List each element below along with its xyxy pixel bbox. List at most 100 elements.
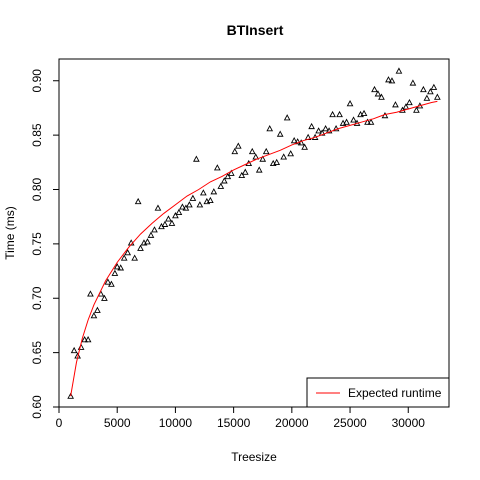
data-point: [206, 196, 214, 204]
data-point: [420, 85, 427, 93]
data-point: [200, 189, 207, 196]
data-point: [248, 147, 256, 155]
data-point: [434, 93, 441, 100]
data-point: [196, 201, 204, 208]
data-point: [255, 166, 263, 173]
data-point: [423, 94, 431, 101]
data-point: [343, 118, 350, 125]
data-point: [259, 155, 267, 162]
data-point: [67, 392, 74, 399]
data-point: [238, 171, 246, 179]
data-point: [297, 139, 305, 146]
data-point: [108, 280, 115, 287]
data-point: [287, 150, 295, 157]
data-point: [378, 93, 385, 100]
data-point: [283, 114, 291, 121]
x-tick-label: 10000: [159, 416, 193, 430]
data-point: [308, 122, 315, 130]
x-tick-label: 20000: [275, 416, 309, 430]
data-point: [151, 226, 158, 233]
data-point: [430, 83, 438, 90]
x-tick-label: 15000: [217, 416, 251, 430]
data-points: [67, 67, 441, 399]
data-point: [364, 118, 371, 125]
data-point: [165, 215, 172, 222]
data-point: [154, 204, 162, 211]
data-point: [227, 169, 235, 176]
data-point: [234, 142, 242, 149]
data-point: [101, 294, 108, 301]
legend: Expected runtime: [306, 377, 450, 408]
data-point: [131, 254, 139, 261]
data-point: [120, 254, 128, 261]
data-point: [147, 231, 155, 238]
data-point: [273, 158, 281, 165]
y-tick-label: 0.80: [30, 177, 44, 201]
data-point: [179, 203, 186, 210]
data-point: [346, 100, 354, 107]
data-point: [385, 76, 392, 83]
data-point: [168, 219, 176, 226]
data-point: [84, 336, 92, 343]
x-axis-title: Treesize: [231, 450, 277, 464]
data-point: [336, 110, 343, 118]
data-point: [280, 153, 288, 160]
data-point: [144, 238, 151, 245]
data-point: [395, 67, 403, 74]
data-point: [332, 125, 340, 132]
data-point: [90, 312, 98, 319]
expected-runtime-curve: [70, 100, 438, 397]
expected-runtime-line: [70, 100, 438, 397]
data-point: [276, 130, 284, 137]
data-point: [322, 125, 329, 132]
data-point: [189, 194, 197, 201]
y-tick-label: 0.90: [30, 69, 44, 93]
data-point: [392, 101, 399, 108]
data-point: [388, 77, 396, 84]
data-point: [231, 147, 239, 155]
data-point: [294, 138, 302, 145]
data-point: [94, 306, 101, 313]
data-point: [124, 249, 132, 256]
data-point: [186, 201, 193, 208]
legend-label-expected-runtime: Expected runtime: [348, 386, 442, 400]
data-point: [367, 118, 375, 125]
x-tick-label: 0: [56, 416, 63, 430]
data-point: [360, 109, 368, 117]
data-point: [402, 103, 410, 110]
x-tick-label: 25000: [333, 416, 367, 430]
y-axis: 0.60 0.65 0.70 0.75 0.80 0.85 0.90: [30, 69, 59, 419]
data-point: [217, 182, 225, 189]
data-point: [111, 269, 119, 276]
chart-title: BTInsert: [227, 22, 284, 38]
data-point: [134, 197, 142, 205]
data-point: [329, 110, 336, 118]
data-point: [175, 208, 183, 215]
data-point: [241, 168, 249, 175]
data-point: [266, 125, 274, 132]
data-point: [137, 244, 144, 251]
data-point: [182, 204, 190, 211]
data-point: [81, 336, 88, 343]
y-tick-label: 0.60: [30, 395, 44, 419]
data-point: [371, 85, 378, 93]
data-point: [427, 88, 434, 95]
data-point: [87, 290, 94, 297]
data-point: [413, 106, 420, 113]
data-point: [117, 264, 125, 271]
y-tick-label: 0.65: [30, 341, 44, 365]
x-tick-label: 5000: [104, 416, 131, 430]
data-point: [262, 147, 270, 155]
y-tick-label: 0.70: [30, 286, 44, 310]
data-point: [224, 172, 232, 180]
data-point: [290, 137, 298, 144]
data-point: [161, 220, 169, 227]
data-point: [172, 212, 179, 219]
data-point: [315, 127, 322, 134]
data-point: [104, 278, 112, 285]
data-point: [409, 79, 417, 86]
data-point: [220, 177, 228, 184]
x-tick-label: 30000: [392, 416, 426, 430]
